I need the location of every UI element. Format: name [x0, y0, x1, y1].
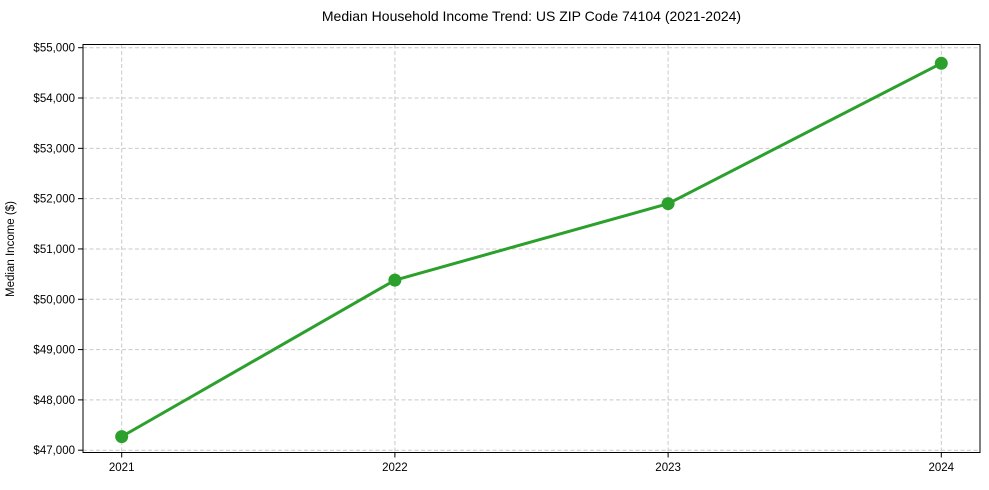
y-tick-label: $53,000: [33, 143, 75, 155]
plot-border: [82, 44, 981, 453]
grid-layer: [83, 44, 980, 453]
y-tick-label: $52,000: [33, 194, 75, 206]
x-tick-label: 2024: [929, 462, 955, 474]
y-tick-label: $49,000: [33, 345, 75, 357]
series-layer: [115, 56, 948, 444]
trend-line: [120, 61, 943, 439]
x-tick-label: 2021: [109, 462, 135, 474]
y-tick-label: $54,000: [33, 93, 75, 105]
y-tick-label: $51,000: [33, 244, 75, 256]
axis-layer: 2021 2022 2023 2024 $47,000 $48,000 $49,000 $50…: [33, 43, 981, 474]
data-point-marker-2024: [934, 56, 948, 70]
x-tick-label: 2023: [655, 462, 681, 474]
data-point-marker-2023: [661, 197, 675, 211]
chart-title: Median Household Income Trend: US ZIP Co…: [322, 8, 741, 24]
data-point-marker-2021: [115, 430, 129, 444]
y-tick-label: $48,000: [33, 395, 75, 407]
y-tick-label: $55,000: [33, 43, 75, 55]
y-axis-label: Median Income ($): [5, 201, 17, 297]
x-tick-label: 2022: [382, 462, 408, 474]
data-point-marker-2022: [388, 273, 402, 287]
y-tick-label: $47,000: [33, 445, 75, 457]
y-tick-label: $50,000: [33, 294, 75, 306]
